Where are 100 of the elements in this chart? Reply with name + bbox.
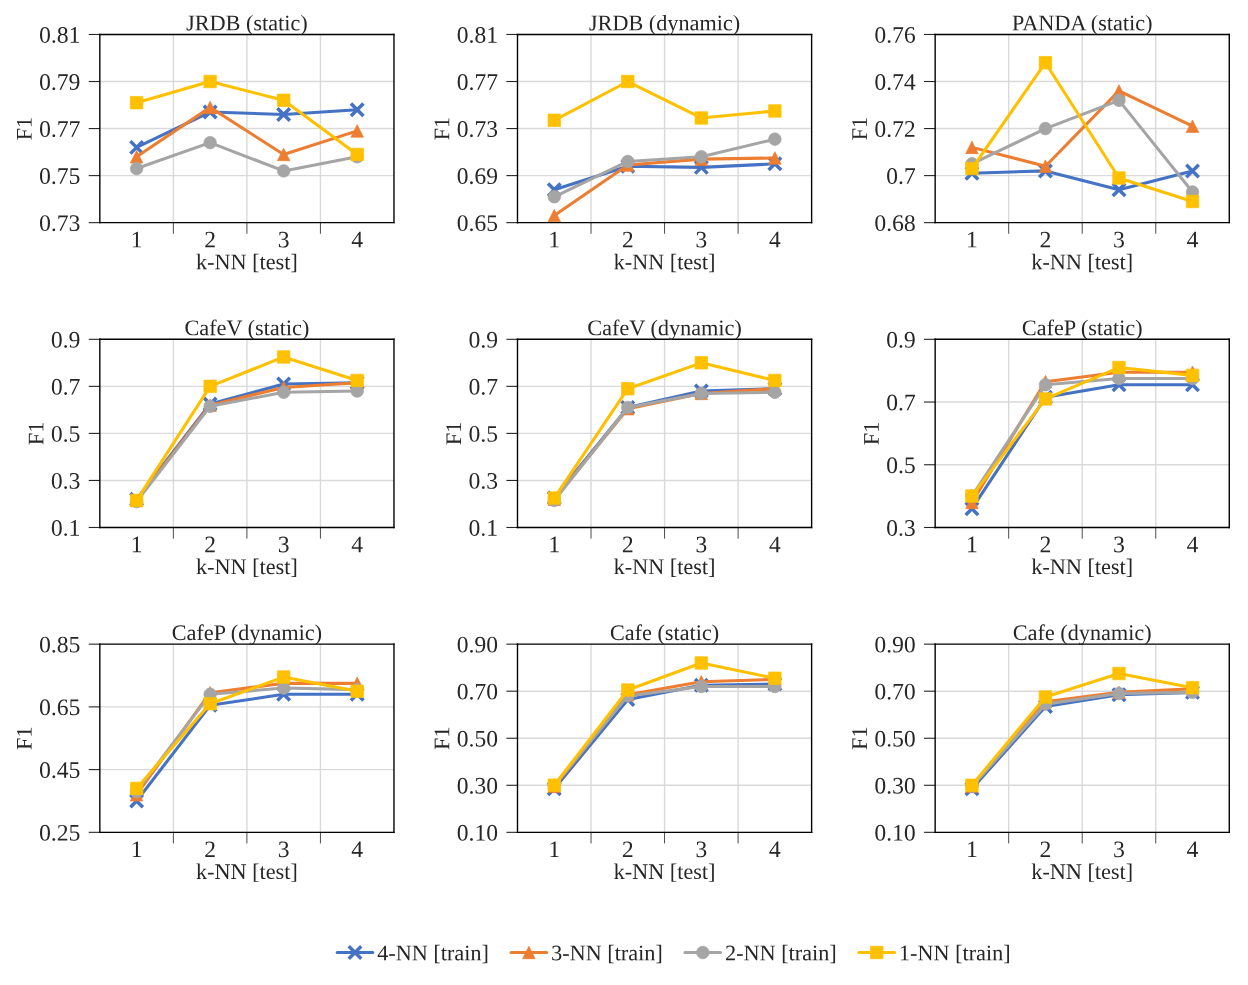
y-tick-label: 0.3 bbox=[887, 519, 915, 537]
y-axis-title: F1 bbox=[852, 727, 867, 750]
y-tick-label: 0.90 bbox=[875, 636, 915, 653]
x-axis-title: k-NN [test] bbox=[196, 558, 297, 578]
x-axis-title: k-NN [test] bbox=[196, 863, 297, 882]
x-tick-label: 1 bbox=[550, 536, 559, 553]
x-tick-label: 3 bbox=[696, 536, 707, 553]
y-tick-label: 0.1 bbox=[51, 519, 79, 537]
x-tick-label: 2 bbox=[205, 536, 215, 553]
x-tick-label: 2 bbox=[622, 231, 633, 248]
x-axis-title: k-NN [test] bbox=[196, 253, 297, 273]
y-tick-label: 0.3 bbox=[469, 472, 498, 489]
x-tick-label: 2 bbox=[1040, 231, 1051, 248]
x-tick-label: 3 bbox=[278, 536, 289, 553]
y-axis-title: F1 bbox=[434, 727, 450, 750]
legend-label: 3-NN [train] bbox=[552, 944, 662, 964]
y-tick-label: 0.70 bbox=[457, 683, 498, 700]
y-tick-label: 0.76 bbox=[875, 26, 916, 43]
chart-title: Cafe (static) bbox=[610, 624, 719, 645]
y-tick-label: 0.45 bbox=[39, 762, 80, 779]
x-tick-label: 1 bbox=[132, 536, 142, 553]
x-tick-label: 4 bbox=[1187, 231, 1199, 248]
x-tick-label: 2 bbox=[205, 231, 215, 248]
x-axis-title: k-NN [test] bbox=[614, 863, 714, 882]
y-tick-label: 0.5 bbox=[887, 457, 915, 474]
x-tick-label: 4 bbox=[351, 841, 363, 858]
chart-title: JRDB (static) bbox=[186, 14, 307, 36]
x-tick-label: 4 bbox=[1187, 841, 1199, 858]
y-tick-label: 0.7 bbox=[51, 378, 80, 395]
y-axis-title: F1 bbox=[852, 118, 867, 140]
y-tick-label: 0.74 bbox=[875, 74, 916, 91]
chart-title: CafeP (static) bbox=[1022, 319, 1142, 340]
y-tick-label: 0.90 bbox=[457, 636, 498, 653]
x-axis-title: k-NN [test] bbox=[1031, 863, 1132, 882]
y-axis-title: F1 bbox=[434, 118, 450, 140]
y-tick-label: 0.65 bbox=[39, 699, 80, 716]
y-tick-label: 0.7 bbox=[469, 378, 498, 395]
chart-title: CafeP (dynamic) bbox=[172, 624, 322, 645]
x-tick-label: 4 bbox=[351, 536, 363, 553]
y-tick-label: 0.50 bbox=[875, 730, 915, 747]
y-tick-label: 0.72 bbox=[875, 121, 915, 138]
x-tick-label: 3 bbox=[278, 231, 289, 248]
y-tick-label: 0.1 bbox=[469, 519, 497, 537]
y-axis-title: F1 bbox=[446, 423, 462, 445]
x-tick-label: 4 bbox=[769, 841, 781, 858]
x-tick-label: 1 bbox=[968, 536, 977, 553]
x-axis-title: k-NN [test] bbox=[1031, 253, 1132, 273]
x-tick-label: 1 bbox=[132, 841, 142, 858]
y-tick-label: 0.81 bbox=[457, 26, 497, 43]
x-tick-label: 1 bbox=[550, 841, 559, 858]
x-tick-label: 2 bbox=[1040, 536, 1051, 553]
x-tick-label: 4 bbox=[351, 231, 363, 248]
x-tick-label: 3 bbox=[1114, 841, 1124, 858]
x-axis-title: k-NN [test] bbox=[614, 558, 714, 578]
y-tick-label: 0.7 bbox=[887, 394, 916, 411]
y-tick-label: 0.69 bbox=[457, 168, 498, 185]
x-tick-label: 4 bbox=[769, 536, 781, 553]
y-tick-label: 0.5 bbox=[51, 425, 80, 442]
x-tick-label: 4 bbox=[1187, 536, 1199, 553]
chart-title: CafeV (dynamic) bbox=[588, 319, 741, 340]
y-axis-title: F1 bbox=[28, 423, 44, 445]
y-axis-title: F1 bbox=[16, 118, 32, 140]
y-tick-label: 0.75 bbox=[39, 168, 80, 185]
y-tick-label: 0.73 bbox=[457, 121, 498, 138]
x-axis-title: k-NN [test] bbox=[1031, 558, 1132, 578]
legend-label: 1-NN [train] bbox=[900, 944, 1009, 964]
chart-title: JRDB (dynamic) bbox=[589, 14, 740, 36]
y-tick-label: 0.79 bbox=[39, 74, 80, 91]
x-tick-label: 1 bbox=[550, 231, 559, 248]
y-tick-label: 0.70 bbox=[875, 683, 915, 700]
x-tick-label: 4 bbox=[769, 231, 781, 248]
x-tick-label: 1 bbox=[968, 231, 977, 248]
y-tick-label: 0.3 bbox=[51, 472, 80, 489]
y-tick-label: 0.77 bbox=[39, 121, 80, 138]
x-axis-title: k-NN [test] bbox=[614, 253, 714, 273]
y-tick-label: 0.30 bbox=[457, 777, 498, 794]
y-tick-label: 0.7 bbox=[887, 168, 916, 185]
x-tick-label: 3 bbox=[1114, 536, 1124, 553]
chart-title: PANDA (static) bbox=[1012, 14, 1152, 36]
y-tick-label: 0.10 bbox=[875, 824, 915, 841]
x-tick-label: 3 bbox=[278, 841, 289, 858]
y-tick-label: 0.30 bbox=[875, 777, 915, 794]
y-tick-label: 0.77 bbox=[457, 74, 498, 91]
y-tick-label: 0.10 bbox=[457, 824, 498, 841]
x-tick-label: 1 bbox=[968, 841, 977, 858]
y-tick-label: 0.9 bbox=[469, 331, 498, 348]
x-tick-label: 2 bbox=[622, 841, 633, 858]
y-tick-label: 0.5 bbox=[469, 425, 498, 442]
y-tick-label: 0.50 bbox=[457, 730, 498, 747]
y-axis-title: F1 bbox=[16, 727, 32, 750]
y-tick-label: 0.85 bbox=[39, 636, 80, 653]
x-tick-label: 2 bbox=[205, 841, 215, 858]
chart-title: Cafe (dynamic) bbox=[1013, 624, 1151, 645]
x-tick-label: 3 bbox=[696, 841, 707, 858]
x-tick-label: 2 bbox=[1040, 841, 1051, 858]
y-tick-label: 0.81 bbox=[39, 26, 79, 43]
chart-title: CafeV (static) bbox=[185, 319, 309, 340]
y-tick-label: 0.68 bbox=[875, 215, 915, 232]
legend-label: 2-NN [train] bbox=[726, 944, 836, 964]
x-tick-label: 3 bbox=[696, 231, 707, 248]
